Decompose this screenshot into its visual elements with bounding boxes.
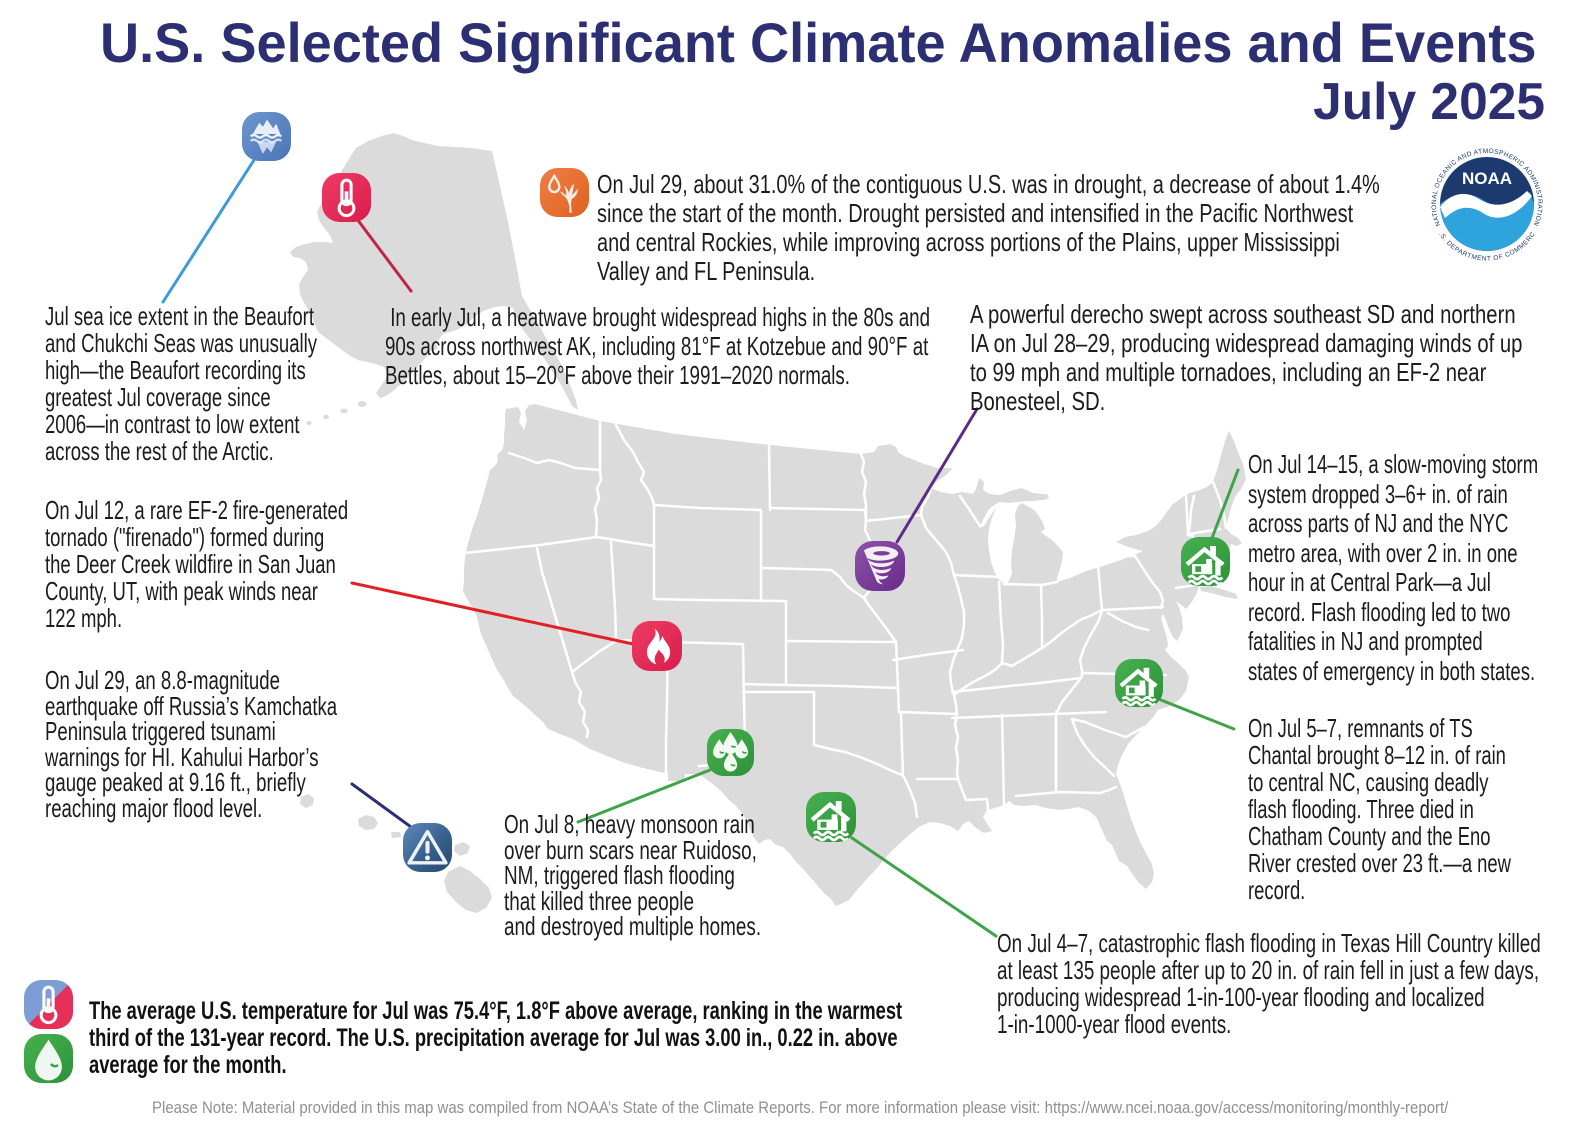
- svg-text:NOAA: NOAA: [1462, 169, 1512, 188]
